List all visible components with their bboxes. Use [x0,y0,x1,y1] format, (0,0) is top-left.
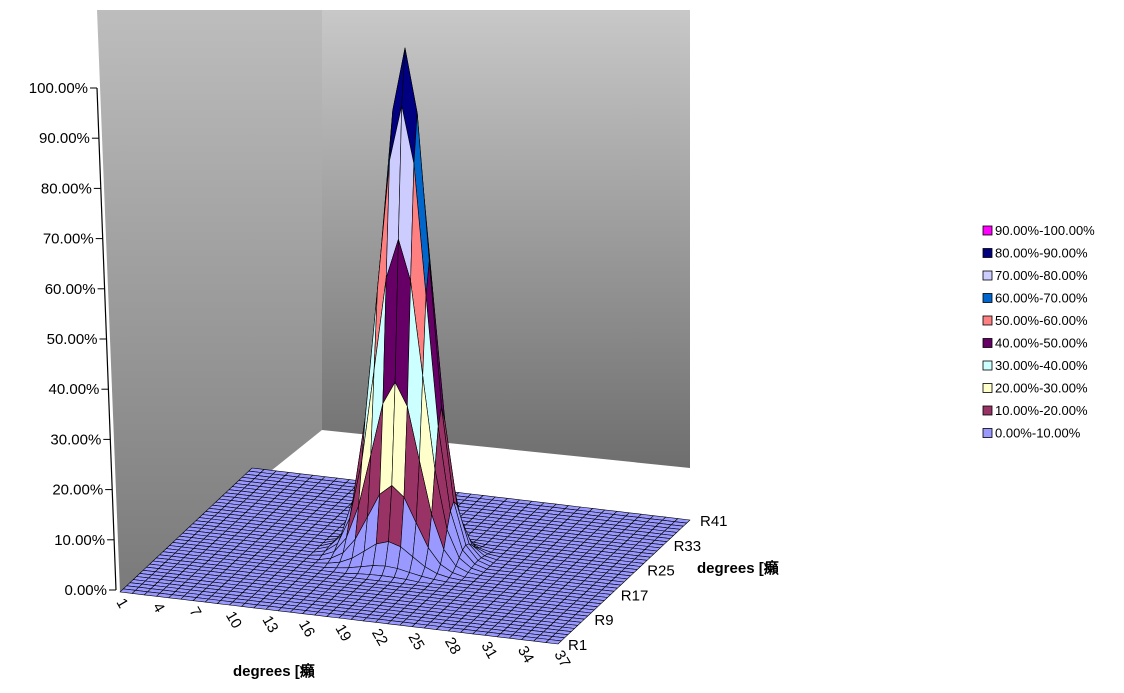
depth-axis-title: degrees [癩 [697,559,780,577]
x-tick-label: 16 [295,617,318,640]
depth-tick-label: R33 [674,538,702,555]
legend-swatch [982,360,993,371]
x-axis-ticks: 1 4 7 10 13 16 19 22 25 28 31 34 37 [113,596,574,671]
x-tick-label: 37 [551,648,574,671]
legend: 90.00%-100.00% 80.00%-90.00% 70.00%-80.00%… [982,223,1095,441]
side-wall [97,10,322,592]
x-tick-label: 10 [222,609,245,632]
x-tick-label: 28 [441,635,464,658]
legend-label: 60.00%-70.00% [995,291,1088,306]
legend-label: 0.00%-10.00% [995,426,1081,441]
x-tick-label: 25 [405,630,428,653]
legend-swatch [982,383,993,393]
surface-cell [545,639,562,645]
x-tick-label: 7 [186,604,205,620]
y-tick-label: 90.00% [39,130,90,147]
legend-label: 20.00%-30.00% [995,381,1088,396]
legend-swatch [982,270,993,281]
legend-swatch [982,338,993,348]
surface-mesh [119,47,691,645]
legend-swatch [982,225,993,236]
legend-swatch [982,315,993,326]
x-axis-title: degrees [癩 [233,662,316,680]
legend-label: 30.00%-40.00% [995,358,1088,373]
depth-tick-label: R41 [700,513,728,530]
depth-tick-label: R17 [621,587,649,604]
x-tick-label: 19 [332,622,355,645]
x-tick-label: 4 [149,600,168,616]
y-axis: 0.00% 10.00% 20.00% 30.00% 40.00% 50.00% 60.00… [29,80,117,599]
legend-label: 90.00%-100.00% [995,223,1095,238]
depth-axis-ticks: R1 R9 R17 R25 R33 R41 [568,513,728,654]
legend-swatch [982,405,993,416]
legend-swatch [982,293,993,303]
legend-label: 70.00%-80.00% [995,268,1088,283]
y-tick-label: 0.00% [64,582,107,599]
legend-label: 10.00%-20.00% [995,403,1088,418]
depth-tick-label: R25 [647,563,675,580]
y-tick-label: 40.00% [49,381,100,398]
x-tick-label: 34 [514,643,537,666]
legend-label: 40.00%-50.00% [995,336,1088,351]
y-tick-label: 30.00% [50,431,101,448]
depth-tick-label: R9 [594,612,613,629]
y-tick-label: 60.00% [45,281,96,298]
depth-tick-label: R1 [568,637,587,654]
legend-swatch [982,248,993,258]
legend-swatch [982,428,993,438]
legend-label: 80.00%-90.00% [995,246,1088,261]
x-tick-label: 31 [478,639,501,662]
y-tick-label: 80.00% [41,180,92,197]
y-tick-label: 10.00% [54,532,105,549]
x-tick-label: 13 [259,613,282,636]
y-tick-label: 20.00% [52,482,103,499]
x-tick-label: 1 [113,596,132,612]
y-tick-label: 50.00% [47,331,98,348]
y-tick-label: 100.00% [29,80,88,97]
x-tick-label: 22 [368,626,391,649]
y-tick-label: 70.00% [43,231,94,248]
legend-label: 50.00%-60.00% [995,313,1088,328]
